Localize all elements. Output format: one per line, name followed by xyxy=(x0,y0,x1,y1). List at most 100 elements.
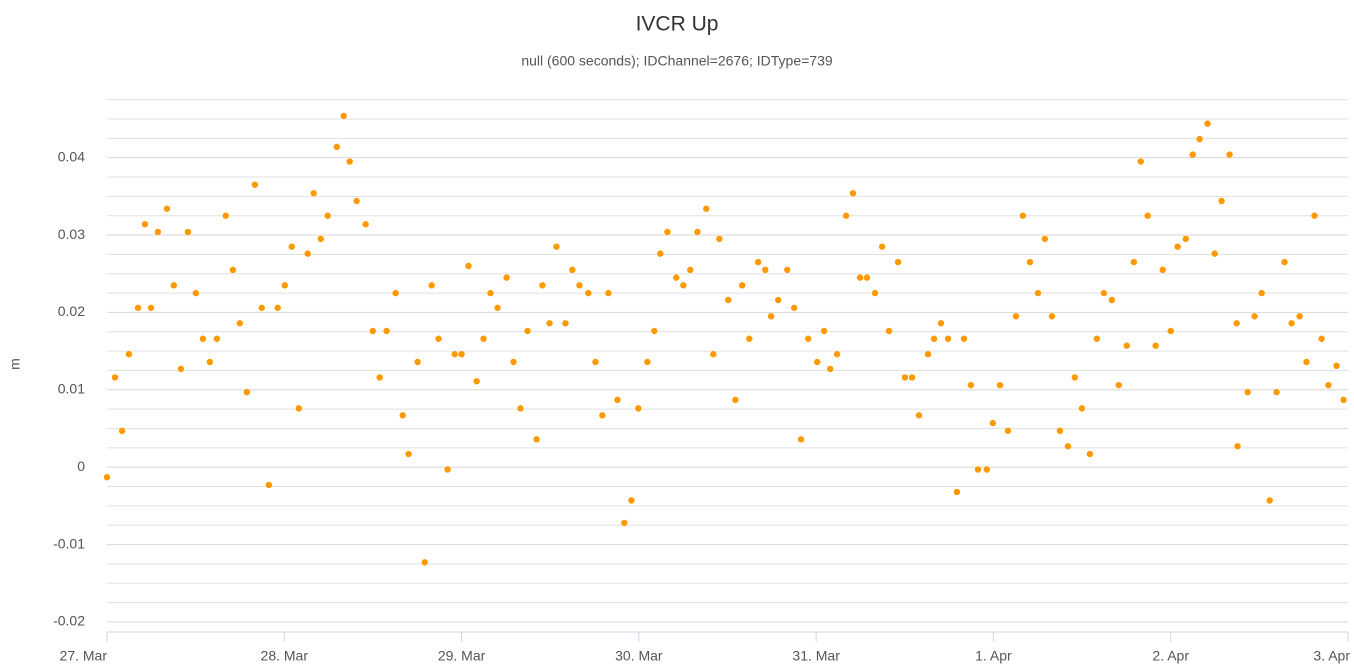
point xyxy=(651,327,658,335)
point xyxy=(510,358,517,366)
point xyxy=(915,412,923,419)
point xyxy=(118,427,126,435)
point xyxy=(199,335,207,342)
point xyxy=(1204,120,1211,127)
point xyxy=(871,289,879,297)
point xyxy=(820,327,828,335)
point xyxy=(251,181,259,188)
point xyxy=(229,266,237,274)
point xyxy=(1244,388,1251,396)
point xyxy=(1048,313,1056,320)
point xyxy=(605,289,612,297)
point xyxy=(996,381,1004,389)
point xyxy=(134,304,142,311)
point xyxy=(324,212,331,219)
y-tick-label: 0.02 xyxy=(58,303,85,319)
chart-subtitle: null (600 seconds); IDChannel=2676; IDTy… xyxy=(521,53,833,69)
x-tick-label: 28. Mar xyxy=(261,648,309,664)
point xyxy=(243,388,251,396)
point xyxy=(930,335,938,342)
point xyxy=(635,405,642,412)
point xyxy=(1318,335,1325,342)
point xyxy=(480,335,487,342)
x-tick-label: 29. Mar xyxy=(438,648,486,664)
point xyxy=(346,158,353,165)
point xyxy=(125,351,133,358)
point xyxy=(170,282,178,289)
point xyxy=(1251,313,1258,320)
point xyxy=(281,282,289,289)
point xyxy=(1233,320,1240,327)
point xyxy=(494,304,501,311)
point xyxy=(154,228,162,236)
y-axis-label: m xyxy=(7,358,23,370)
point xyxy=(333,143,340,151)
point xyxy=(1211,250,1218,257)
point xyxy=(657,250,664,257)
point xyxy=(967,381,975,389)
point xyxy=(628,497,635,504)
y-tick-label: 0 xyxy=(77,458,85,474)
point xyxy=(790,304,798,311)
point xyxy=(592,358,599,366)
point xyxy=(1078,405,1086,412)
point xyxy=(754,258,762,266)
point xyxy=(878,243,886,250)
point xyxy=(1093,335,1100,342)
x-tick-label: 31. Mar xyxy=(792,648,840,664)
point xyxy=(1182,235,1189,243)
point xyxy=(1071,374,1079,381)
point xyxy=(1152,342,1159,349)
point xyxy=(901,374,909,381)
point xyxy=(399,412,406,419)
point xyxy=(775,296,782,304)
point xyxy=(111,374,119,381)
point xyxy=(680,282,687,289)
point xyxy=(1311,212,1318,219)
y-tick-label: 0.03 xyxy=(58,226,85,242)
point xyxy=(103,474,111,481)
point xyxy=(1258,289,1265,297)
point xyxy=(732,396,739,404)
y-tick-label: 0.01 xyxy=(58,381,85,397)
point xyxy=(576,282,583,289)
point xyxy=(376,374,383,381)
point xyxy=(599,412,606,419)
point xyxy=(1100,289,1108,297)
point xyxy=(849,190,857,197)
point xyxy=(569,266,576,274)
point xyxy=(458,351,465,358)
point xyxy=(856,274,864,281)
point xyxy=(1123,342,1130,349)
point xyxy=(304,250,311,257)
point xyxy=(444,466,451,473)
point xyxy=(924,351,932,358)
point xyxy=(421,559,428,566)
point xyxy=(192,289,200,297)
point xyxy=(1174,243,1181,250)
point xyxy=(265,481,273,489)
point xyxy=(524,327,531,335)
point xyxy=(1159,266,1166,274)
point xyxy=(1012,313,1020,320)
point xyxy=(414,358,421,366)
x-tick-label: 1. Apr xyxy=(975,648,1012,664)
point xyxy=(694,228,701,236)
point xyxy=(1325,381,1332,389)
point xyxy=(465,262,472,270)
point xyxy=(222,212,229,219)
x-tick-label: 27. Mar xyxy=(60,648,108,664)
point xyxy=(814,358,821,366)
point xyxy=(1303,358,1310,366)
point xyxy=(1115,381,1122,389)
point xyxy=(1189,151,1196,158)
point xyxy=(1019,212,1027,219)
point xyxy=(842,212,850,219)
point xyxy=(621,519,628,527)
point xyxy=(716,235,723,243)
point xyxy=(1026,258,1034,266)
point xyxy=(797,436,805,443)
point xyxy=(1064,443,1072,450)
point xyxy=(487,289,494,297)
